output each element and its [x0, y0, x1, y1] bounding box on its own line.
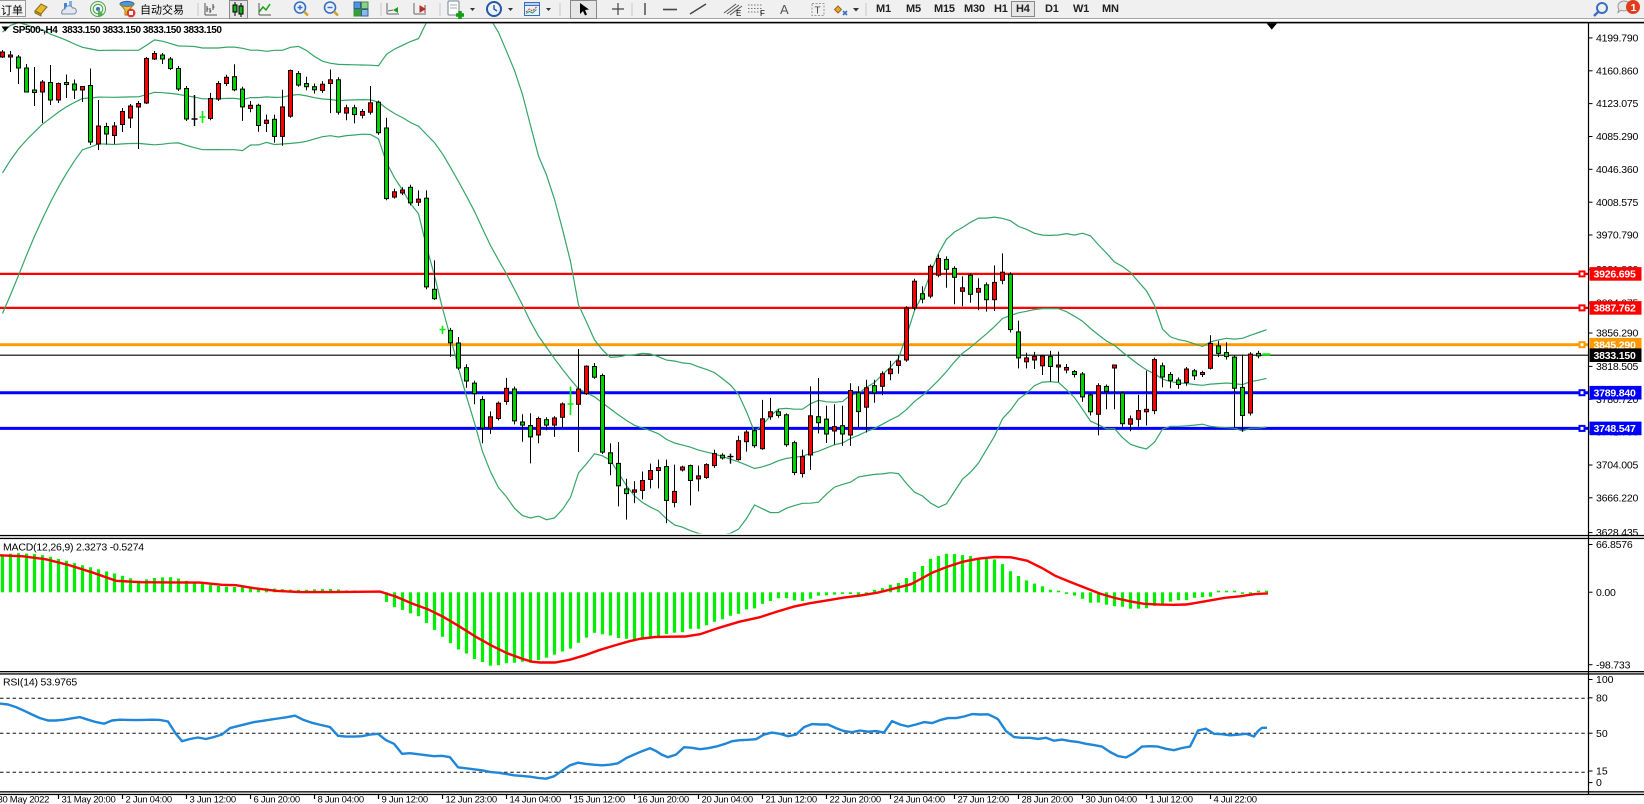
- svg-text:3666.220: 3666.220: [1596, 492, 1639, 504]
- svg-text:E: E: [736, 9, 741, 18]
- svg-text:-98.733: -98.733: [1596, 659, 1631, 671]
- svg-text:2 Jun 04:00: 2 Jun 04:00: [126, 795, 172, 804]
- svg-text:4 Jul 22:00: 4 Jul 22:00: [1214, 795, 1257, 804]
- svg-text:3970.790: 3970.790: [1596, 230, 1639, 242]
- svg-text:3789.840: 3789.840: [1594, 388, 1637, 400]
- svg-text:1 Jul 12:00: 1 Jul 12:00: [1150, 795, 1193, 804]
- svg-text:4160.860: 4160.860: [1596, 65, 1639, 77]
- svg-text:21 Jun 12:00: 21 Jun 12:00: [766, 795, 817, 804]
- svg-text:3 Jun 12:00: 3 Jun 12:00: [190, 795, 236, 804]
- svg-text:22 Jun 20:00: 22 Jun 20:00: [830, 795, 881, 804]
- svg-text:4046.360: 4046.360: [1596, 164, 1639, 176]
- svg-text:3628.435: 3628.435: [1596, 527, 1639, 539]
- svg-text:3748.547: 3748.547: [1594, 423, 1637, 435]
- svg-text:80: 80: [1596, 692, 1608, 704]
- svg-text:4123.075: 4123.075: [1596, 98, 1639, 110]
- svg-text:0: 0: [1596, 777, 1602, 789]
- svg-text:T: T: [815, 6, 821, 17]
- svg-text:0.00: 0.00: [1596, 587, 1616, 599]
- svg-text:MACD(12,26,9) 2.3273 -0.5274: MACD(12,26,9) 2.3273 -0.5274: [3, 542, 144, 554]
- svg-text:F: F: [760, 9, 765, 18]
- svg-text:100: 100: [1596, 674, 1614, 686]
- svg-text:12 Jun 23:00: 12 Jun 23:00: [446, 795, 497, 804]
- svg-text:3887.762: 3887.762: [1594, 303, 1637, 315]
- svg-text:30 Jun 04:00: 30 Jun 04:00: [1086, 795, 1137, 804]
- svg-text:3704.005: 3704.005: [1596, 460, 1639, 472]
- svg-text:14 Jun 04:00: 14 Jun 04:00: [510, 795, 561, 804]
- svg-text:3926.695: 3926.695: [1594, 269, 1637, 281]
- svg-text:自动交易: 自动交易: [140, 3, 184, 17]
- svg-text:30 May 2022: 30 May 2022: [0, 795, 49, 804]
- svg-text:1: 1: [1631, 2, 1637, 14]
- svg-text:15: 15: [1596, 766, 1608, 778]
- svg-text:4008.575: 4008.575: [1596, 197, 1639, 209]
- svg-text:50: 50: [1596, 728, 1608, 740]
- svg-text:66.8576: 66.8576: [1596, 539, 1633, 551]
- svg-text:3856.290: 3856.290: [1596, 328, 1639, 340]
- svg-text:3833.150: 3833.150: [1594, 350, 1637, 362]
- svg-text:4085.290: 4085.290: [1596, 131, 1639, 143]
- svg-text:3818.505: 3818.505: [1596, 361, 1639, 373]
- svg-text:15 Jun 12:00: 15 Jun 12:00: [574, 795, 625, 804]
- svg-text:16 Jun 20:00: 16 Jun 20:00: [638, 795, 689, 804]
- svg-text:31 May 20:00: 31 May 20:00: [62, 795, 116, 804]
- svg-text:RSI(14) 53.9765: RSI(14) 53.9765: [3, 677, 77, 689]
- svg-text:A: A: [780, 2, 789, 17]
- svg-text:8 Jun 04:00: 8 Jun 04:00: [318, 795, 364, 804]
- svg-text:27 Jun 12:00: 27 Jun 12:00: [958, 795, 1009, 804]
- svg-text:9 Jun 12:00: 9 Jun 12:00: [382, 795, 428, 804]
- svg-text:20 Jun 04:00: 20 Jun 04:00: [702, 795, 753, 804]
- svg-text:6 Jun 20:00: 6 Jun 20:00: [254, 795, 300, 804]
- svg-text:4199.790: 4199.790: [1596, 33, 1639, 45]
- svg-text:24 Jun 04:00: 24 Jun 04:00: [894, 795, 945, 804]
- svg-text:28 Jun 20:00: 28 Jun 20:00: [1022, 795, 1073, 804]
- svg-text:SP500-,H4 3833.150 3833.150 3: SP500-,H4 3833.150 3833.150 3833.150 383…: [13, 25, 223, 36]
